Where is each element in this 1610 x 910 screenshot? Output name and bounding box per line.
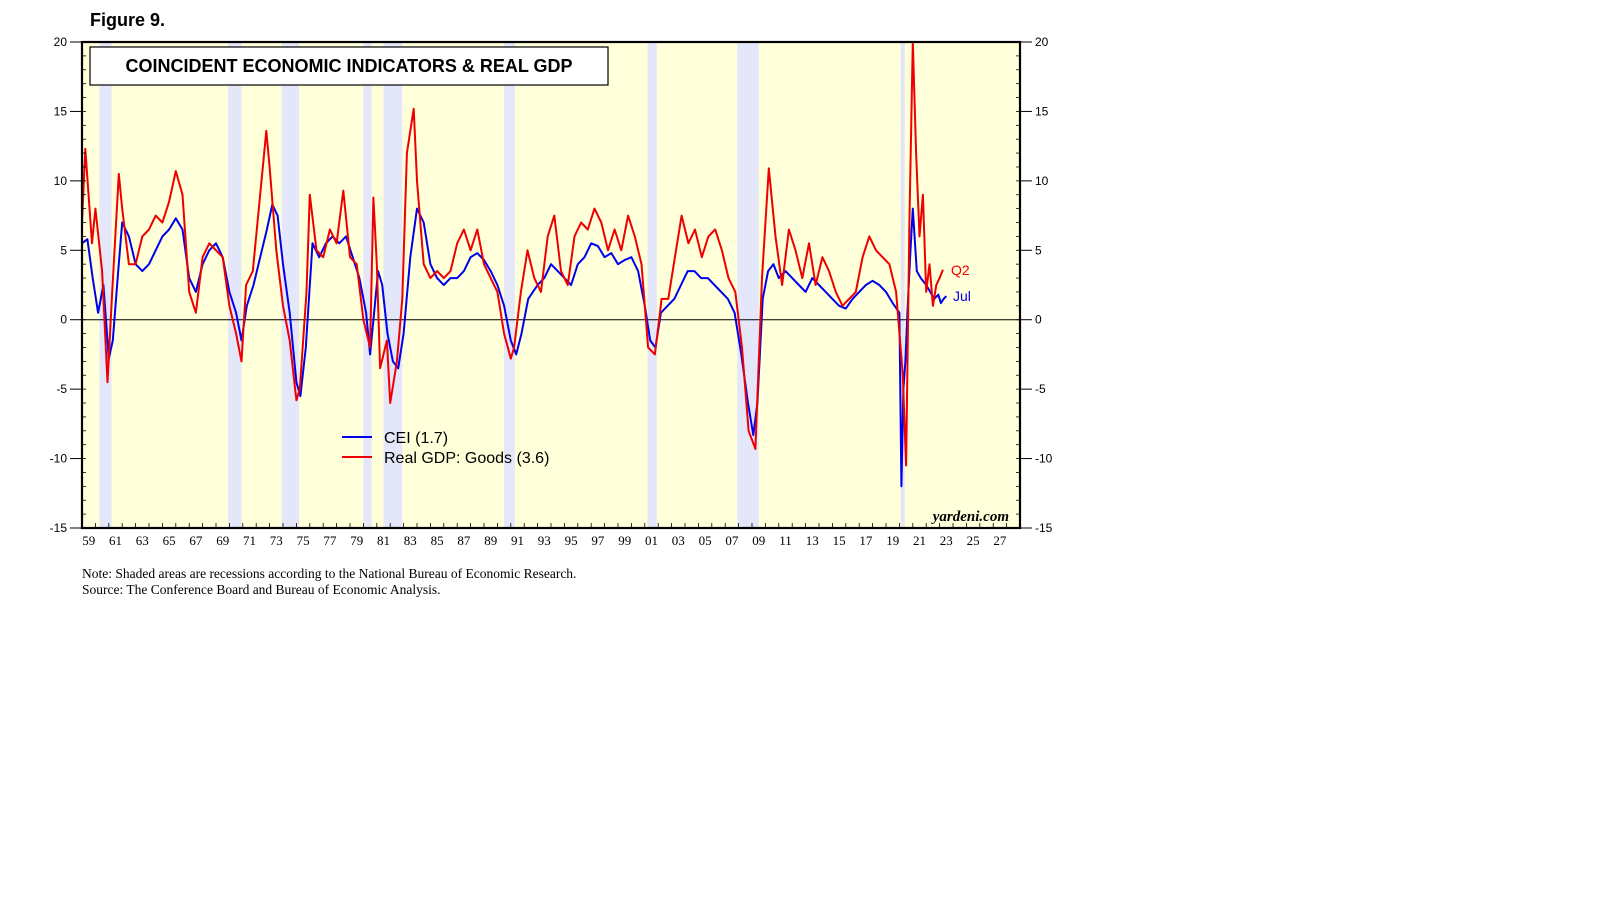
y-tick-label-left: 15: [54, 104, 68, 118]
y-tick-label-right: 15: [1035, 104, 1049, 118]
y-tick-label-left: 5: [60, 243, 67, 257]
x-tick-label: 23: [940, 533, 953, 548]
recession-band: [900, 42, 905, 528]
watermark: yardeni.com: [931, 509, 1009, 525]
x-tick-label: 19: [886, 533, 899, 548]
note-line: Note: Shaded areas are recessions accord…: [82, 566, 577, 581]
recession-band: [737, 42, 759, 528]
x-tick-label: 93: [538, 533, 551, 548]
chart-title: COINCIDENT ECONOMIC INDICATORS & REAL GD…: [125, 56, 572, 76]
y-tick-label-left: -5: [56, 382, 67, 396]
x-tick-label: 81: [377, 533, 390, 548]
recession-bands: [99, 42, 905, 528]
y-tick-label-right: 0: [1035, 313, 1042, 327]
y-tick-label-right: -10: [1035, 452, 1053, 466]
x-tick-label: 89: [484, 533, 497, 548]
y-tick-label-left: -10: [50, 452, 68, 466]
series-line-gdp: [81, 41, 944, 467]
y-tick-label-right: -5: [1035, 382, 1046, 396]
recession-band: [363, 42, 372, 528]
x-tick-label: 77: [323, 533, 337, 548]
x-tick-label: 83: [404, 533, 417, 548]
x-tick-label: 07: [725, 533, 739, 548]
x-tick-label: 05: [699, 533, 712, 548]
y-tick-label-right: 20: [1035, 35, 1049, 49]
x-tick-label: 97: [591, 533, 605, 548]
y-tick-label-right: 10: [1035, 174, 1049, 188]
x-tick-label: 13: [806, 533, 819, 548]
x-tick-label: 67: [189, 533, 203, 548]
x-tick-label: 91: [511, 533, 524, 548]
end-label-cei: Jul: [953, 288, 971, 304]
recession-band: [647, 42, 657, 528]
x-tick-label: 79: [350, 533, 363, 548]
legend-label-gdp: Real GDP: Goods (3.6): [384, 450, 549, 467]
series-line-cei: [81, 203, 948, 488]
x-tick-label: 09: [752, 533, 765, 548]
y-tick-label-right: -15: [1035, 521, 1053, 535]
recession-band: [504, 42, 515, 528]
x-tick-label: 87: [457, 533, 471, 548]
y-tick-label-left: 10: [54, 174, 68, 188]
x-tick-label: 11: [779, 533, 792, 548]
y-tick-label-left: -15: [50, 521, 68, 535]
x-tick-label: 25: [967, 533, 980, 548]
x-tick-label: 01: [645, 533, 658, 548]
x-tick-label: 75: [297, 533, 310, 548]
recession-band: [99, 42, 112, 528]
figure-label: Figure 9.: [90, 10, 166, 30]
title-box: COINCIDENT ECONOMIC INDICATORS & REAL GD…: [89, 46, 609, 86]
legend-label-cei: CEI (1.7): [384, 430, 448, 447]
y-tick-label-right: 5: [1035, 243, 1042, 257]
x-tick-label: 21: [913, 533, 926, 548]
x-tick-label: 71: [243, 533, 256, 548]
x-tick-label: 17: [859, 533, 873, 548]
series-layer: [81, 41, 948, 488]
x-tick-label: 61: [109, 533, 122, 548]
legend: CEI (1.7) Real GDP: Goods (3.6): [342, 430, 549, 467]
x-tick-label: 03: [672, 533, 685, 548]
recession-band: [383, 42, 403, 528]
x-tick-label: 73: [270, 533, 283, 548]
x-tick-label: 65: [163, 533, 176, 548]
recession-band: [281, 42, 300, 528]
x-tick-label: 99: [618, 533, 631, 548]
y-tick-label-left: 20: [54, 35, 68, 49]
x-tick-label: 59: [82, 533, 95, 548]
x-tick-label: 63: [136, 533, 149, 548]
y-tick-label-left: 0: [60, 313, 67, 327]
notes: Note: Shaded areas are recessions accord…: [82, 566, 576, 598]
recession-band: [228, 42, 242, 528]
source-line: Source: The Conference Board and Bureau …: [82, 582, 441, 597]
x-tick-label: 15: [833, 533, 846, 548]
x-tick-label: 95: [565, 533, 578, 548]
x-tick-label: 85: [431, 533, 444, 548]
end-label-gdp: Q2: [951, 262, 970, 278]
x-tick-label: 27: [993, 533, 1007, 548]
x-tick-label: 69: [216, 533, 229, 548]
